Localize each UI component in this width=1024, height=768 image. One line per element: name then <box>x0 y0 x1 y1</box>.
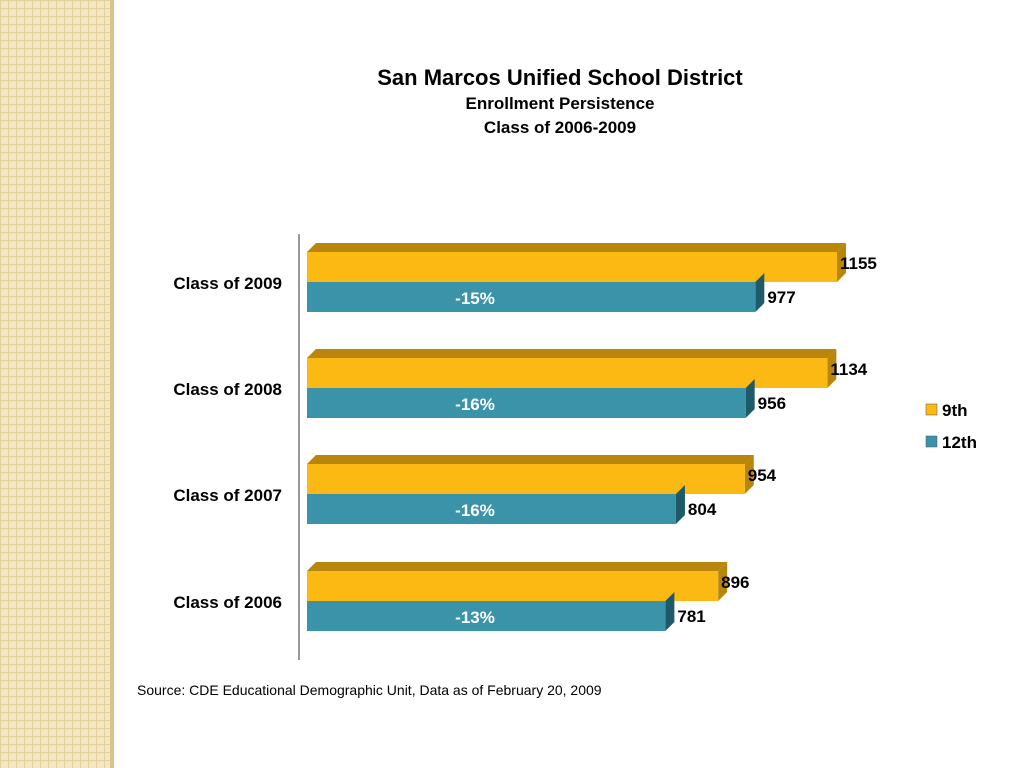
chart-title: San Marcos Unified School District <box>377 65 743 90</box>
legend-label: 12th <box>942 433 977 452</box>
bar-9th-1 <box>307 358 828 388</box>
percent-change-label: -15% <box>455 289 495 308</box>
bar-9th-3-side <box>718 562 728 601</box>
value-label-9th: 896 <box>721 573 749 592</box>
chart-subtitle-class-range: Class of 2006-2009 <box>483 118 637 137</box>
bar-9th-1-side <box>827 349 837 388</box>
bar-12th-3-side <box>665 592 675 631</box>
bar-12th-0 <box>307 282 756 312</box>
value-label-9th: 954 <box>748 466 777 485</box>
bar-12th-0-side <box>755 273 765 312</box>
bar-9th-2-side <box>744 455 754 494</box>
category-label: Class of 2007 <box>173 486 282 505</box>
value-label-12th: 804 <box>688 500 717 519</box>
legend-swatch-9th <box>925 403 938 416</box>
bar-9th-0 <box>307 252 837 282</box>
value-label-12th: 781 <box>677 607 705 626</box>
decorative-side-edge <box>110 0 114 768</box>
percent-change-label: -13% <box>455 608 495 627</box>
bar-9th-1-top <box>307 349 837 358</box>
legend-label: 9th <box>942 401 968 420</box>
bar-12th-3 <box>307 601 666 631</box>
category-label: Class of 2009 <box>173 274 282 293</box>
category-label: Class of 2006 <box>173 593 282 612</box>
category-label: Class of 2008 <box>173 380 282 399</box>
percent-change-label: -16% <box>455 501 495 520</box>
bar-12th-1-side <box>745 379 755 418</box>
chart-subtitle: Enrollment Persistence <box>465 94 655 113</box>
bar-9th-2-top <box>307 455 754 464</box>
bar-9th-0-side <box>837 243 846 282</box>
legend-swatch-12th <box>925 435 938 448</box>
bar-9th-2 <box>307 464 745 494</box>
bar-12th-2 <box>307 494 676 524</box>
value-label-12th: 977 <box>767 288 795 307</box>
bar-9th-3-top <box>307 562 728 571</box>
source-note: Source: CDE Educational Demographic Unit… <box>137 682 602 698</box>
value-label-9th: 1134 <box>830 360 867 379</box>
bar-12th-1 <box>307 388 746 418</box>
value-label-12th: 956 <box>758 394 786 413</box>
percent-change-label: -16% <box>455 395 495 414</box>
value-label-9th: 1155 <box>840 254 877 273</box>
bar-9th-3 <box>307 571 719 601</box>
bar-12th-2-side <box>675 485 685 524</box>
decorative-side-pattern <box>0 0 114 768</box>
bar-9th-0-top <box>307 243 846 252</box>
chart-titles: San Marcos Unified School District Enrol… <box>150 64 970 140</box>
